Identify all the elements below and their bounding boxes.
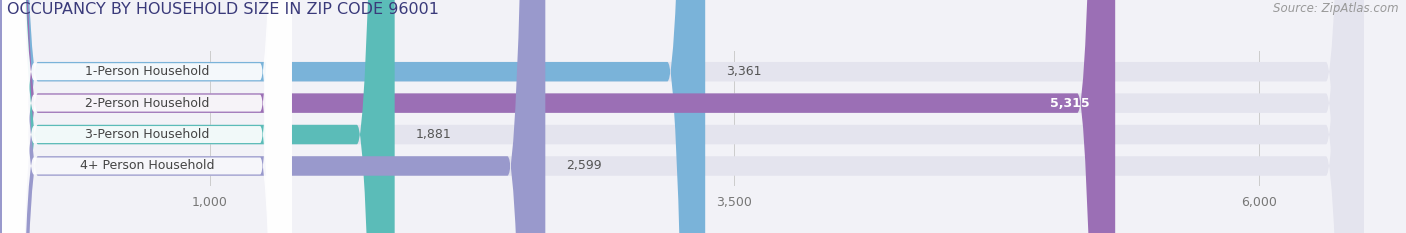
Text: 3-Person Household: 3-Person Household bbox=[84, 128, 209, 141]
FancyBboxPatch shape bbox=[0, 0, 1364, 233]
Text: 2-Person Household: 2-Person Household bbox=[84, 97, 209, 110]
FancyBboxPatch shape bbox=[0, 0, 1115, 233]
FancyBboxPatch shape bbox=[0, 0, 546, 233]
Text: 1,881: 1,881 bbox=[416, 128, 451, 141]
FancyBboxPatch shape bbox=[0, 0, 706, 233]
Text: 4+ Person Household: 4+ Person Household bbox=[80, 159, 214, 172]
FancyBboxPatch shape bbox=[1, 0, 291, 233]
FancyBboxPatch shape bbox=[1, 0, 291, 233]
FancyBboxPatch shape bbox=[1, 0, 291, 233]
Text: OCCUPANCY BY HOUSEHOLD SIZE IN ZIP CODE 96001: OCCUPANCY BY HOUSEHOLD SIZE IN ZIP CODE … bbox=[7, 2, 439, 17]
Text: 1-Person Household: 1-Person Household bbox=[84, 65, 209, 78]
FancyBboxPatch shape bbox=[0, 0, 395, 233]
FancyBboxPatch shape bbox=[1, 0, 291, 233]
Text: 3,361: 3,361 bbox=[725, 65, 762, 78]
Text: 2,599: 2,599 bbox=[567, 159, 602, 172]
FancyBboxPatch shape bbox=[0, 0, 1364, 233]
Text: 5,315: 5,315 bbox=[1050, 97, 1090, 110]
Text: Source: ZipAtlas.com: Source: ZipAtlas.com bbox=[1274, 2, 1399, 15]
FancyBboxPatch shape bbox=[0, 0, 1364, 233]
FancyBboxPatch shape bbox=[0, 0, 1364, 233]
